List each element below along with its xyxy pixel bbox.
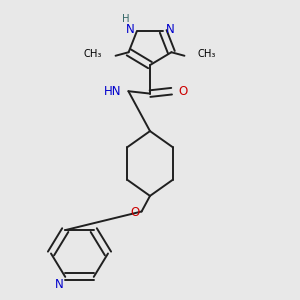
Text: HN: HN — [104, 85, 122, 98]
Text: CH₃: CH₃ — [84, 49, 102, 59]
Text: CH₃: CH₃ — [198, 49, 216, 59]
Text: O: O — [130, 206, 139, 219]
Text: O: O — [178, 85, 188, 98]
Text: H: H — [122, 14, 129, 24]
Text: N: N — [55, 278, 64, 291]
Text: N: N — [126, 23, 134, 36]
Text: N: N — [166, 23, 174, 36]
